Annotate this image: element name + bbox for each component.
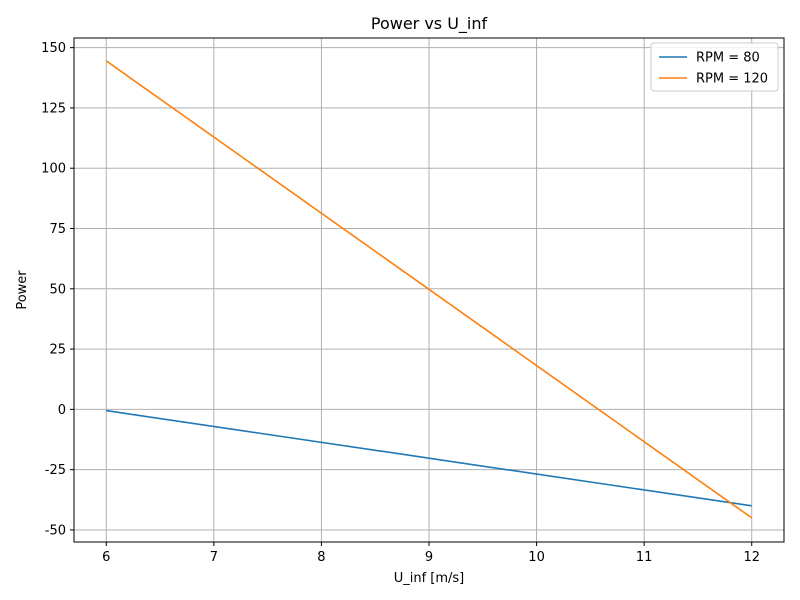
y-tick-label: 0 — [58, 403, 66, 418]
series-line-2 — [105, 60, 753, 519]
x-axis-label: U_inf [m/s] — [394, 571, 465, 586]
series-line-1 — [106, 409, 752, 507]
axis-ticks: 6 7 8 9 10 11 12 -50 -25 0 25 50 75 100 125 150 — [41, 41, 760, 565]
x-tick-label: 10 — [528, 550, 545, 565]
x-tick-label: 6 — [102, 550, 110, 565]
y-tick-label: 75 — [49, 222, 66, 237]
y-tick-label: -50 — [45, 523, 66, 538]
legend-label-2: RPM = 120 — [696, 72, 768, 87]
y-axis-label: Power — [15, 270, 30, 310]
legend-label-1: RPM = 80 — [696, 51, 760, 66]
y-tick-label: 50 — [49, 282, 66, 297]
y-tick-label: 100 — [41, 162, 66, 177]
y-tick-label: 150 — [41, 41, 66, 56]
x-tick-label: 9 — [425, 550, 433, 565]
x-tick-label: 8 — [317, 550, 325, 565]
y-tick-label: 125 — [41, 101, 66, 116]
x-tick-label: 11 — [636, 550, 653, 565]
chart-title: Power vs U_inf — [371, 14, 488, 34]
x-tick-label: 12 — [743, 550, 760, 565]
y-tick-label: -25 — [45, 463, 66, 478]
legend-box — [650, 42, 779, 92]
legend: RPM = 80 RPM = 120 — [650, 42, 779, 92]
x-tick-label: 7 — [210, 550, 218, 565]
grid — [74, 38, 784, 542]
series-layer — [105, 60, 753, 519]
y-tick-label: 25 — [49, 343, 66, 358]
